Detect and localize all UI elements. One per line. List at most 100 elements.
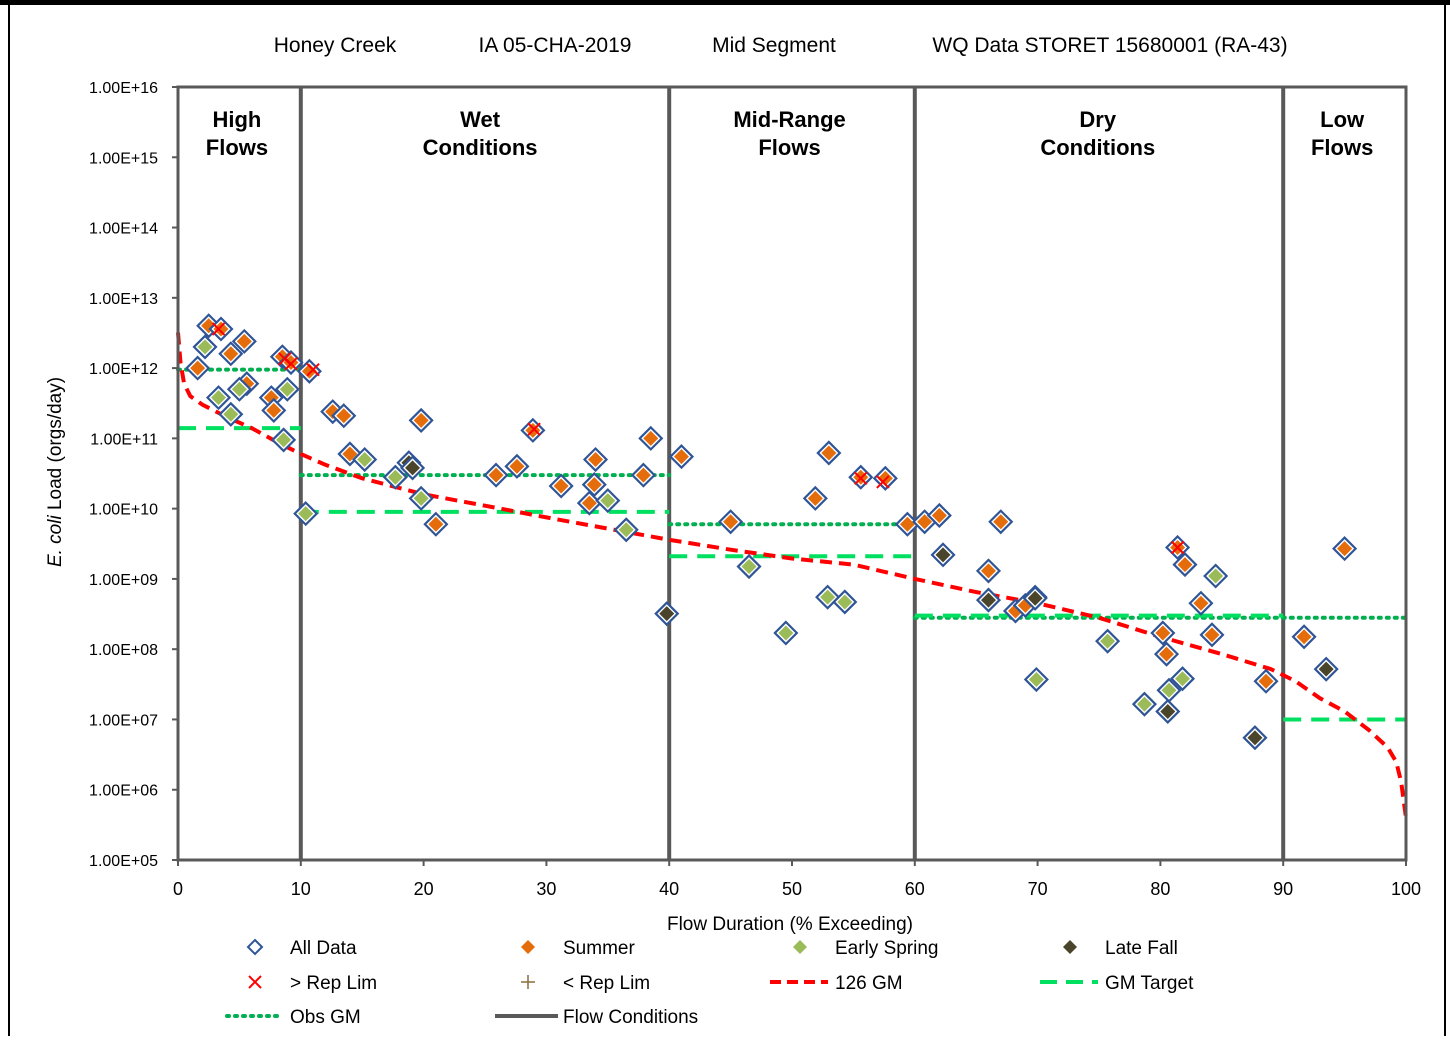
- legend-item: Late Fall: [1063, 938, 1178, 959]
- summer-point: [723, 514, 739, 530]
- above-rep-lim-point: [1170, 540, 1185, 555]
- summer-point: [1204, 627, 1220, 643]
- summer-point: [342, 446, 358, 462]
- legend-item: > Rep Lim: [248, 973, 377, 994]
- legend-swatch-above-rep-lim: [248, 975, 262, 989]
- zone-label: Wet: [460, 107, 501, 132]
- summer-point: [509, 458, 525, 474]
- early-spring-point: [820, 589, 836, 605]
- above-rep-lim-stroke: [211, 322, 226, 336]
- late-fall-point: [405, 460, 421, 476]
- early-spring-point: [197, 339, 213, 355]
- y-tick-label: 1.00E+09: [89, 572, 158, 589]
- legend-label: Early Spring: [835, 938, 939, 959]
- x-tick-label: 0: [173, 879, 183, 899]
- legend-item: < Rep Lim: [521, 973, 650, 994]
- early-spring-point: [1100, 633, 1116, 649]
- summer-point: [488, 467, 504, 483]
- summer-point: [581, 495, 597, 511]
- late-fall-point: [1318, 661, 1334, 677]
- legend-label: Flow Conditions: [563, 1007, 698, 1028]
- summer-point: [1177, 557, 1193, 573]
- summer-point: [213, 321, 229, 337]
- zone-label: Dry: [1079, 107, 1116, 132]
- summer-point: [899, 516, 915, 532]
- legend-swatch-early-spring: [793, 940, 807, 954]
- early-spring-point: [223, 406, 239, 422]
- summer-point: [980, 563, 996, 579]
- chart-title: Honey Creek IA 05-CHA-2019 Mid Segment W…: [274, 34, 1288, 57]
- summer-point: [635, 467, 651, 483]
- early-spring-point: [778, 625, 794, 641]
- summer-point: [266, 402, 282, 418]
- title-part-2: IA 05-CHA-2019: [479, 34, 632, 57]
- legend-label: Obs GM: [290, 1007, 361, 1028]
- y-tick-label: 1.00E+06: [89, 783, 158, 800]
- late-fall-point: [1247, 730, 1263, 746]
- early-spring-point: [231, 381, 247, 397]
- zone-label: Conditions: [423, 135, 538, 160]
- late-fall-point: [1027, 590, 1043, 606]
- early-spring-point: [357, 452, 373, 468]
- legend-item: Obs GM: [225, 1007, 361, 1028]
- y-tick-label: 1.00E+08: [89, 642, 158, 659]
- late-fall-point: [1160, 703, 1176, 719]
- early-spring-point: [298, 506, 314, 522]
- summer-point: [1159, 646, 1175, 662]
- y-tick-label: 1.00E+07: [89, 712, 158, 729]
- above-rep-lim-stroke: [854, 471, 868, 486]
- y-tick-label: 1.00E+15: [89, 150, 158, 167]
- above-rep-lim-stroke: [284, 357, 298, 371]
- y-axis-label: E. coli Load (orgs/day): [45, 377, 66, 567]
- summer-point: [428, 516, 444, 532]
- legend-item: Flow Conditions: [495, 1007, 698, 1028]
- above-rep-lim-point: [211, 322, 226, 336]
- legend-label: 126 GM: [835, 973, 903, 994]
- x-tick-label: 80: [1150, 879, 1170, 899]
- legend-label: < Rep Lim: [563, 973, 650, 994]
- legend-swatch-all-data: [246, 938, 264, 956]
- y-tick-label: 1.00E+05: [89, 853, 158, 870]
- late-fall-point: [659, 606, 675, 622]
- summer-point: [993, 514, 1009, 530]
- y-tick-label: 1.00E+10: [89, 502, 158, 519]
- summer-point: [931, 507, 947, 523]
- zone-label: Flows: [206, 135, 268, 160]
- summer-point: [301, 363, 317, 379]
- flow-zone-labels: High Flows Wet Conditions Mid-Range Flows Dry C…: [206, 107, 1374, 160]
- legend-item: 126 GM: [770, 973, 903, 994]
- early-spring-point: [276, 432, 292, 448]
- legend-item: Summer: [521, 938, 635, 959]
- x-tick-label: 70: [1028, 879, 1048, 899]
- summer-point: [236, 333, 252, 349]
- summer-point: [821, 445, 837, 461]
- legend-item: GM Target: [1040, 973, 1194, 994]
- above-rep-lim-stroke: [306, 362, 320, 377]
- summer-point: [807, 490, 823, 506]
- legend-label: GM Target: [1105, 973, 1194, 994]
- x-axis-label: Flow Duration (% Exceeding): [667, 914, 913, 935]
- y-tick-label: 1.00E+14: [89, 221, 158, 238]
- top-rule: [0, 0, 1450, 5]
- summer-point: [413, 412, 429, 428]
- legend-item: Early Spring: [793, 938, 939, 959]
- title-part-3: Mid Segment: [712, 34, 836, 57]
- zone-label: High: [212, 107, 261, 132]
- late-fall-point: [935, 547, 951, 563]
- legend-swatch-late-fall: [1063, 940, 1077, 954]
- summer-point: [1155, 625, 1171, 641]
- zone-label: Conditions: [1040, 135, 1155, 160]
- early-spring-point: [600, 493, 616, 509]
- y-tick-label: 1.00E+13: [89, 291, 158, 308]
- summer-point: [586, 477, 602, 493]
- x-tick-label: 20: [414, 879, 434, 899]
- summer-point: [1337, 541, 1353, 557]
- summer-point: [336, 408, 352, 424]
- summer-point: [1193, 595, 1209, 611]
- early-spring-point: [741, 559, 757, 575]
- above-rep-lim-point: [527, 422, 541, 436]
- early-spring-point: [618, 522, 634, 538]
- zone-label: Flows: [1311, 135, 1373, 160]
